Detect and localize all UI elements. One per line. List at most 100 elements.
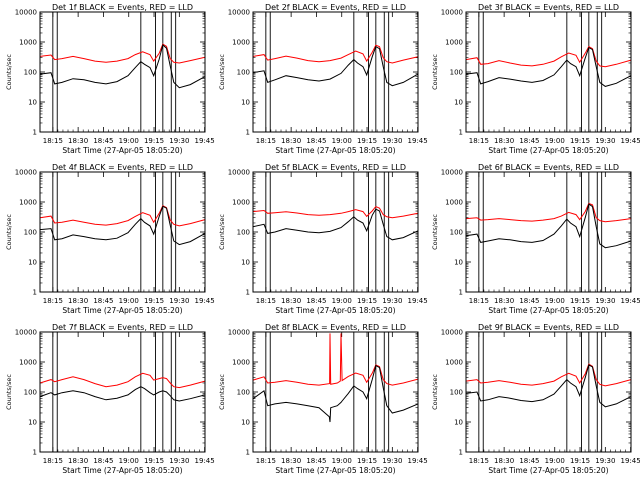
x-tick-label: 18:30 xyxy=(494,297,514,305)
events-series-line xyxy=(465,364,632,408)
y-tick-label: 1 xyxy=(459,129,463,137)
y-axis-label: Counts/sec xyxy=(5,214,13,250)
y-tick-label: 1 xyxy=(33,289,37,297)
y-axis-label: Counts/sec xyxy=(218,374,226,410)
detector-panel-9: Det 9f BLACK = Events, RED = LLD Counts/s… xyxy=(431,323,640,475)
x-tick-label: 18:15 xyxy=(43,137,63,145)
panel-title: Det 4f BLACK = Events, RED = LLD xyxy=(52,163,193,172)
x-tick-label: 18:45 xyxy=(519,457,539,465)
y-axis-label: Counts/sec xyxy=(431,54,439,90)
x-tick-label: 18:45 xyxy=(519,297,539,305)
x-tick-label: 19:15 xyxy=(144,297,164,305)
x-tick-label: 19:15 xyxy=(357,297,377,305)
y-tick-label: 100 xyxy=(24,389,37,397)
x-tick-label: 18:45 xyxy=(93,137,113,145)
lld-series-line xyxy=(39,372,206,389)
y-tick-label: 1000 xyxy=(445,39,463,47)
y-tick-label: 1000 xyxy=(445,199,463,207)
x-tick-label: 18:45 xyxy=(306,137,326,145)
y-tick-label: 10 xyxy=(28,99,37,107)
x-tick-label: 19:15 xyxy=(570,457,590,465)
plot-frame xyxy=(39,171,206,293)
y-tick-label: 10 xyxy=(241,419,250,427)
detector-panel-2: Det 2f BLACK = Events, RED = LLD Counts/s… xyxy=(218,3,428,155)
y-tick-label: 10 xyxy=(28,419,37,427)
detector-panel-8: Det 8f BLACK = Events, RED = LLD Counts/s… xyxy=(218,323,428,475)
x-tick-label: 19:45 xyxy=(621,137,640,145)
x-tick-label: 19:30 xyxy=(382,297,402,305)
y-tick-label: 100 xyxy=(450,69,463,77)
y-axis-label: Counts/sec xyxy=(431,374,439,410)
x-axis-label: Start Time (27-Apr-05 18:05:20) xyxy=(62,466,182,475)
y-tick-label: 1000 xyxy=(232,359,250,367)
plot-frame xyxy=(252,171,419,293)
y-tick-label: 10000 xyxy=(441,9,463,17)
x-tick-label: 18:30 xyxy=(494,457,514,465)
events-series-line xyxy=(252,208,419,241)
lld-series-line xyxy=(39,205,206,227)
y-tick-label: 100 xyxy=(24,229,37,237)
plot-frame xyxy=(465,331,632,453)
y-tick-label: 10000 xyxy=(228,9,250,17)
detector-panel-4: Det 4f BLACK = Events, RED = LLD Counts/s… xyxy=(5,163,215,315)
events-series-line xyxy=(252,45,419,87)
y-tick-label: 10000 xyxy=(15,9,37,17)
x-tick-label: 19:45 xyxy=(408,297,428,305)
panel-title: Det 9f BLACK = Events, RED = LLD xyxy=(478,323,619,332)
x-axis-label: Start Time (27-Apr-05 18:05:20) xyxy=(62,306,182,315)
y-tick-label: 1 xyxy=(33,449,37,457)
x-tick-label: 18:45 xyxy=(93,457,113,465)
y-axis-label: Counts/sec xyxy=(218,214,226,250)
x-tick-label: 19:45 xyxy=(195,297,215,305)
x-tick-label: 18:30 xyxy=(68,457,88,465)
events-series-line xyxy=(39,386,206,402)
y-tick-label: 10000 xyxy=(441,169,463,177)
x-tick-label: 18:15 xyxy=(43,457,63,465)
y-tick-label: 10000 xyxy=(228,169,250,177)
x-tick-label: 19:30 xyxy=(382,137,402,145)
y-tick-label: 100 xyxy=(237,229,250,237)
detector-panel-5: Det 5f BLACK = Events, RED = LLD Counts/s… xyxy=(218,163,428,315)
events-series-line xyxy=(465,46,632,87)
y-tick-label: 100 xyxy=(450,229,463,237)
x-axis-label: Start Time (27-Apr-05 18:05:20) xyxy=(488,146,608,155)
y-tick-label: 100 xyxy=(24,69,37,77)
y-tick-label: 1 xyxy=(33,129,37,137)
y-axis-label: Counts/sec xyxy=(5,374,13,410)
x-tick-label: 18:30 xyxy=(494,137,514,145)
y-tick-label: 1000 xyxy=(19,39,37,47)
y-axis-label: Counts/sec xyxy=(431,214,439,250)
lld-series-line xyxy=(252,333,419,386)
plot-frame xyxy=(252,11,419,133)
x-tick-label: 19:00 xyxy=(545,457,565,465)
x-axis-label: Start Time (27-Apr-05 18:05:20) xyxy=(488,466,608,475)
y-tick-label: 100 xyxy=(237,69,250,77)
y-tick-label: 1000 xyxy=(232,199,250,207)
events-series-line xyxy=(252,364,419,423)
x-tick-label: 19:30 xyxy=(595,457,615,465)
y-tick-label: 10000 xyxy=(228,329,250,337)
y-tick-label: 10 xyxy=(454,99,463,107)
x-tick-label: 18:15 xyxy=(469,137,489,145)
events-series-line xyxy=(39,205,206,246)
x-tick-label: 19:00 xyxy=(545,297,565,305)
x-tick-label: 19:30 xyxy=(169,457,189,465)
y-tick-label: 1 xyxy=(459,289,463,297)
lld-series-line xyxy=(465,363,632,387)
y-tick-label: 100 xyxy=(237,389,250,397)
x-tick-label: 19:00 xyxy=(545,137,565,145)
x-tick-label: 18:45 xyxy=(306,297,326,305)
x-tick-label: 18:30 xyxy=(281,457,301,465)
x-tick-label: 19:45 xyxy=(195,137,215,145)
x-tick-label: 19:45 xyxy=(621,457,640,465)
x-axis-label: Start Time (27-Apr-05 18:05:20) xyxy=(62,146,182,155)
x-tick-label: 18:45 xyxy=(93,297,113,305)
x-tick-label: 19:15 xyxy=(357,457,377,465)
plot-frame xyxy=(252,331,419,453)
x-tick-label: 19:15 xyxy=(144,137,164,145)
events-series-line xyxy=(39,43,206,89)
lld-series-line xyxy=(252,44,419,64)
lld-series-line xyxy=(39,43,206,64)
y-tick-label: 10 xyxy=(28,259,37,267)
